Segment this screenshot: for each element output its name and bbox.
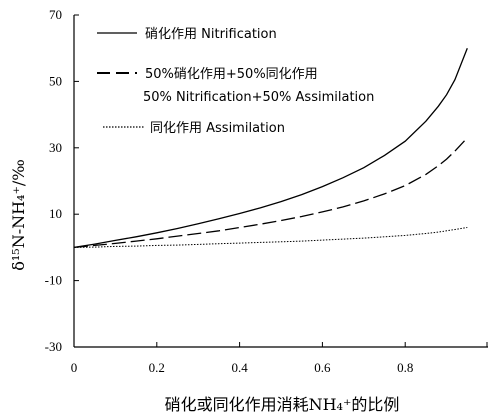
y-tick-label: 10 [49, 206, 62, 221]
legend-label: 硝化作用 Nitrification [145, 27, 277, 42]
x-axis-label: 硝化或同化作用消耗NH₄⁺的比例 [165, 395, 400, 414]
x-tick-label: 0 [71, 360, 78, 375]
series-line-solid [73, 47, 468, 249]
y-tick-label: 30 [49, 140, 62, 155]
x-tick-label: 0.2 [149, 360, 165, 375]
y-tick-label: -30 [45, 339, 62, 354]
legend-label-line2: 50% Nitrification+50% Assimilation [143, 90, 374, 105]
x-tick-label: 0.8 [397, 360, 413, 375]
y-tick-label: 70 [49, 7, 62, 22]
axes [73, 15, 488, 348]
series-line-dashed [73, 137, 468, 249]
series-group [73, 47, 468, 249]
legend: 硝化作用 Nitrification 50%硝化作用+50%同化作用 50% Nit… [97, 27, 374, 136]
legend-label: 同化作用 Assimilation [150, 121, 285, 136]
y-axis-label: δ¹⁵N-NH₄⁺/‰ [9, 159, 28, 271]
y-tick-label: -10 [45, 273, 62, 288]
x-tick-label: 0.6 [314, 360, 331, 375]
ticks: -30 -10 10 30 50 70 0 0.2 0.4 0.6 0.8 [45, 7, 488, 375]
x-tick-label: 0.4 [231, 360, 248, 375]
series-line-dotted [73, 227, 468, 248]
legend-label: 50%硝化作用+50%同化作用 [145, 67, 318, 82]
y-tick-label: 50 [49, 73, 62, 88]
